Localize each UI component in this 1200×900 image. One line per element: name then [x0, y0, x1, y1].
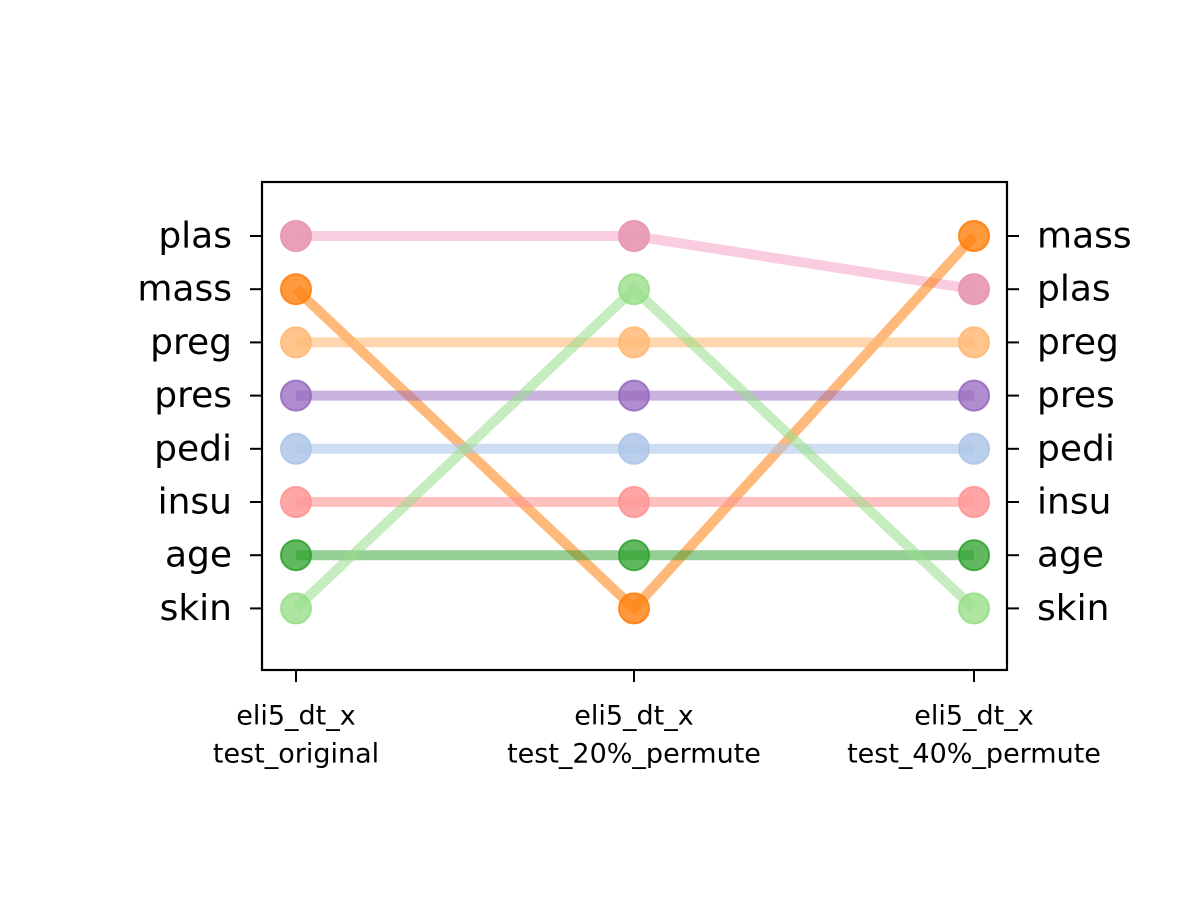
- left-tick-label: preg: [150, 322, 232, 363]
- series-point-mass-0: [280, 273, 312, 306]
- right-tick-label: pedi: [1037, 428, 1115, 469]
- series-point-pedi-2: [958, 432, 990, 465]
- left-tick-label: pedi: [154, 428, 232, 469]
- axis-layer: plas mass preg pres pedi insu age skin mass plas p…: [137, 216, 1131, 770]
- left-tick-label: plas: [158, 216, 232, 257]
- series-point-age-0: [280, 539, 312, 572]
- right-tick-label: age: [1037, 535, 1104, 576]
- series-point-skin-0: [280, 592, 312, 625]
- series-point-preg-1: [618, 326, 650, 359]
- x-tick-label: test_original: [213, 739, 379, 770]
- series-point-pedi-1: [618, 432, 650, 465]
- series-point-pres-2: [958, 379, 990, 412]
- series-point-pres-0: [280, 379, 312, 412]
- series-point-insu-2: [958, 486, 990, 518]
- right-tick-label: skin: [1037, 588, 1109, 629]
- left-tick-label: age: [165, 535, 232, 576]
- right-tick-label: pres: [1037, 375, 1115, 416]
- left-tick-label: mass: [137, 269, 232, 310]
- series-layer: [280, 220, 990, 625]
- series-point-preg-0: [280, 326, 312, 359]
- series-point-pedi-0: [280, 432, 312, 465]
- series-point-mass-2: [958, 220, 990, 252]
- series-point-age-2: [958, 539, 990, 572]
- left-tick-label: pres: [154, 375, 232, 416]
- series-point-mass-1: [618, 592, 650, 625]
- series-point-insu-0: [280, 486, 312, 518]
- right-tick-label: plas: [1037, 269, 1111, 310]
- series-point-age-1: [618, 539, 650, 572]
- x-tick-label: test_20%_permute: [507, 739, 761, 770]
- left-tick-label: skin: [160, 588, 232, 629]
- series-point-skin-1: [618, 273, 650, 306]
- series-point-skin-2: [958, 592, 990, 625]
- left-tick-label: insu: [158, 482, 232, 523]
- series-point-plas-2: [958, 273, 990, 306]
- x-tick-label: eli5_dt_x: [574, 701, 694, 732]
- series-point-plas-0: [280, 220, 312, 252]
- right-tick-label: insu: [1037, 482, 1111, 523]
- x-tick-label: eli5_dt_x: [914, 701, 1034, 732]
- series-point-preg-2: [958, 326, 990, 359]
- series-point-plas-1: [618, 220, 650, 252]
- right-tick-label: preg: [1037, 322, 1119, 363]
- x-tick-label: eli5_dt_x: [236, 701, 356, 732]
- series-point-pres-1: [618, 379, 650, 412]
- right-tick-label: mass: [1037, 216, 1132, 257]
- x-tick-label: test_40%_permute: [847, 739, 1101, 770]
- series-point-insu-1: [618, 486, 650, 518]
